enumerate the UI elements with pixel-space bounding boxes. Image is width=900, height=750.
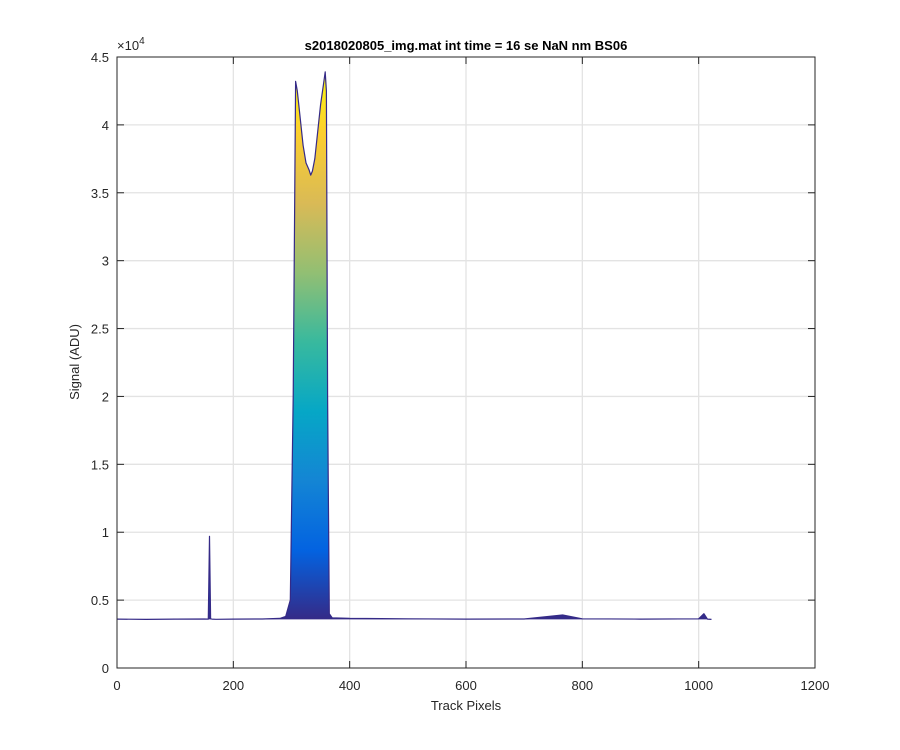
y-exponent-base: ×10 (117, 38, 139, 53)
x-tick-label: 0 (113, 678, 120, 693)
y-tick-label: 0.5 (91, 593, 109, 608)
y-tick-label: 1 (102, 525, 109, 540)
y-tick-label: 0 (102, 661, 109, 676)
x-tick-label: 800 (571, 678, 593, 693)
x-tick-label: 200 (222, 678, 244, 693)
x-tick-label: 1000 (684, 678, 713, 693)
y-tick-label: 4 (102, 118, 109, 133)
tick-labels: 0 200 400 600 800 1000 1200 0 0.5 1 1.5 2 2.5 3 3.5 4 4.… (91, 50, 830, 693)
data-layer (117, 71, 712, 620)
y-tick-label: 3 (102, 254, 109, 269)
y-tick-label: 1.5 (91, 457, 109, 472)
y-tick-label: 3.5 (91, 186, 109, 201)
x-tick-label: 600 (455, 678, 477, 693)
signal-line (117, 71, 712, 620)
chart-title: s2018020805_img.mat int time = 16 se NaN… (305, 38, 628, 53)
x-tick-label: 1200 (801, 678, 830, 693)
y-exponent-power: 4 (139, 36, 145, 47)
y-tick-label: 4.5 (91, 50, 109, 65)
grid-lines (117, 57, 815, 668)
x-tick-label: 400 (339, 678, 361, 693)
y-axis-label: Signal (ADU) (67, 324, 82, 400)
x-axis-label: Track Pixels (431, 698, 502, 713)
y-tick-label: 2.5 (91, 322, 109, 337)
tick-marks (116, 56, 816, 669)
y-tick-label: 2 (102, 389, 109, 404)
y-exponent-label: ×104 (117, 36, 145, 53)
